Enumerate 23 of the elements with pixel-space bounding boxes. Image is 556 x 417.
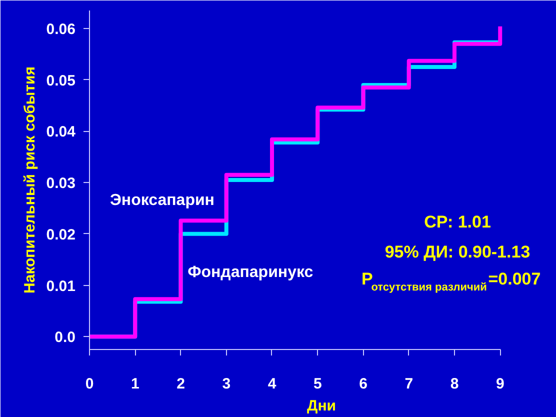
x-tick-label: 9 [496, 376, 504, 392]
x-tick-label: 0 [85, 376, 94, 392]
series-label: Эноксапарин [110, 192, 214, 210]
annotation: 95% ДИ: 0.90-1.13 [384, 242, 530, 262]
x-axis-title: Дни [307, 398, 336, 414]
x-tick-label: 5 [313, 376, 322, 392]
y-tick-label: 0.06 [46, 20, 76, 38]
y-tick-label: 0.03 [46, 175, 76, 192]
x-tick-label: 6 [359, 376, 368, 392]
y-tick-label: 0.05 [46, 72, 76, 90]
y-tick-label: 0.01 [46, 278, 76, 295]
annotation: СР: 1.01 [424, 212, 491, 232]
y-tick-label: 0.0 [54, 329, 76, 346]
x-tick-label: 2 [176, 376, 185, 392]
y-tick-label: 0.04 [46, 124, 76, 141]
y-axis-title: Накопительный риск события [21, 66, 38, 294]
x-tick-label: 7 [404, 376, 414, 392]
y-tick-label: 0.02 [46, 226, 76, 244]
x-tick-label: 8 [450, 376, 459, 392]
x-tick-label: 3 [222, 376, 231, 392]
x-tick-label: 1 [130, 376, 140, 392]
series-label: Фондапаринукс [188, 264, 314, 281]
x-tick-label: 4 [268, 376, 277, 392]
